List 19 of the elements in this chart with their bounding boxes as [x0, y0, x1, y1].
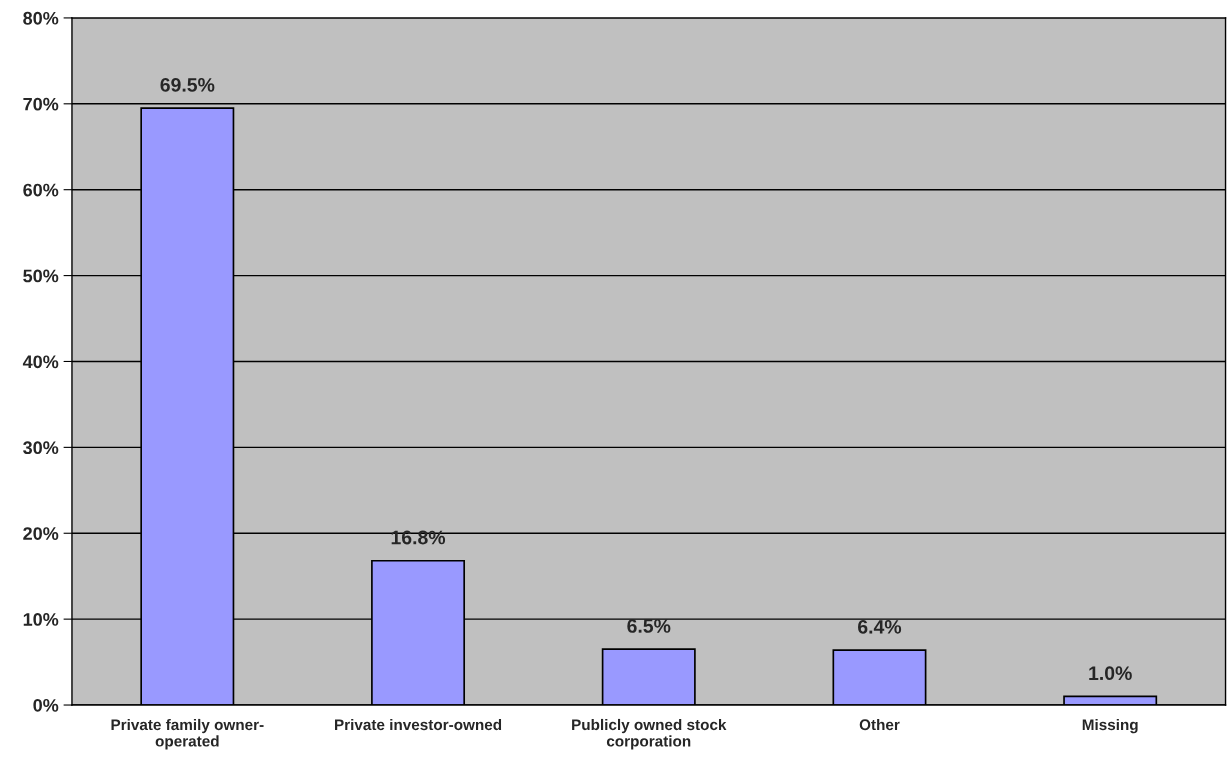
data-label: 69.5% [160, 77, 215, 92]
y-tick-label: 50% [23, 269, 59, 283]
data-label: 6.5% [627, 619, 671, 633]
data-label: 16.8% [391, 530, 446, 545]
y-tick-label: 60% [23, 183, 59, 197]
x-tick-label: Private family owner- operated [111, 718, 264, 750]
x-tick-label: Missing [1082, 718, 1138, 734]
data-label: 1.0% [1089, 666, 1132, 681]
y-tick-label: 30% [23, 441, 59, 455]
y-tick-label: 70% [23, 97, 59, 111]
x-tick-label: Other [859, 718, 900, 731]
data-label: 6.4% [858, 619, 902, 634]
y-tick-label: 10% [23, 613, 59, 626]
y-tick-label: 40% [22, 355, 59, 369]
y-tick-label: 0% [33, 698, 59, 712]
x-tick-label: Publicly owned stock corporation [572, 718, 727, 750]
x-tick-label: Private investor-owned [335, 718, 502, 731]
y-tick-label: 20% [23, 527, 59, 540]
y-tick-label: 80% [23, 11, 59, 25]
